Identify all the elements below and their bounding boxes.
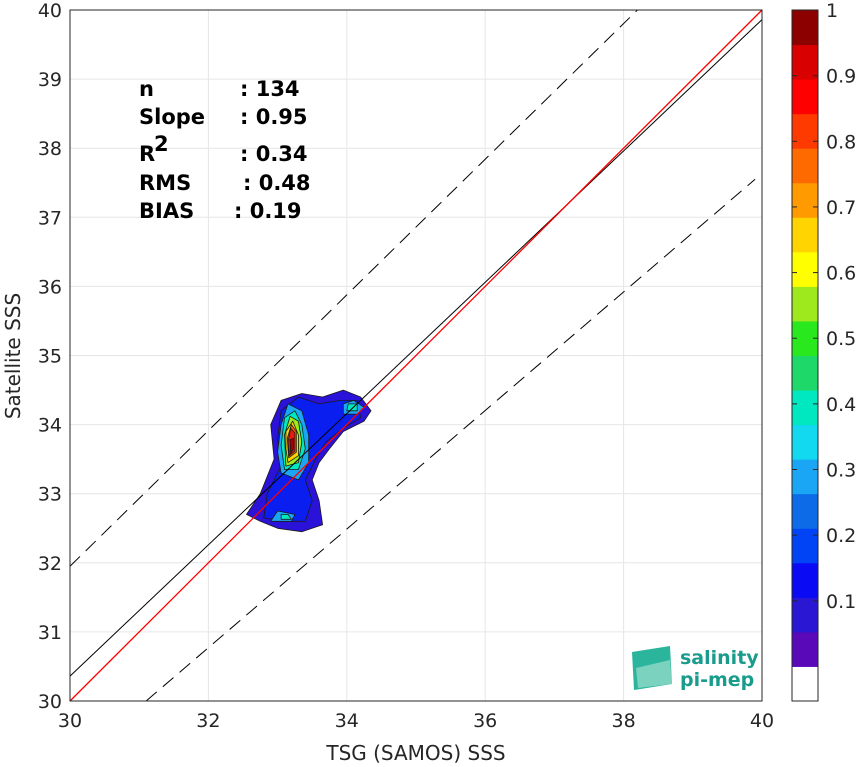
reference-lines: [69, 9, 763, 702]
colorbar-band-12: [792, 251, 818, 287]
colorbar-tick-2: 0.3: [826, 460, 856, 482]
stat-value-4: : 0.19: [234, 199, 302, 223]
colorbar-tick-7: 0.8: [826, 131, 856, 153]
contour-level-12: [280, 514, 292, 520]
colorbar-band-11: [792, 286, 818, 322]
colorbar-frame: [791, 9, 819, 702]
salinity-pi-mep-logo: salinity pi-mep: [632, 646, 759, 691]
logo-icon-layer: [636, 660, 672, 688]
x-tick-3: 36: [473, 710, 497, 732]
colorbar-band-15: [792, 148, 818, 184]
stat-label-2: R: [139, 142, 155, 166]
colorbar-tick-6: 0.7: [826, 197, 856, 219]
colorbar-band-18: [792, 44, 818, 80]
colorbar-band-1: [792, 631, 818, 667]
colorbar-band-8: [792, 390, 818, 426]
colorbar-band-16: [792, 113, 818, 149]
colorbar-tick-5: 0.6: [826, 263, 856, 285]
colorbar-band-5: [792, 493, 818, 529]
colorbar-band-0: [792, 666, 818, 702]
stat-label-0: n: [139, 77, 154, 101]
stat-label-3: RMS: [139, 171, 191, 195]
stat-value-2: : 0.34: [240, 142, 308, 166]
colorbar-tick-4: 0.5: [826, 328, 856, 350]
y-tick-10: 40: [38, 0, 62, 22]
upper-bound-line: [69, 9, 638, 567]
colorbar-tick-0: 0.1: [826, 591, 856, 613]
y-tick-2: 32: [38, 553, 62, 575]
colorbar-band-7: [792, 424, 818, 460]
colorbar-band-14: [792, 182, 818, 218]
contour-level-8: [289, 437, 294, 455]
colorbar-band-9: [792, 355, 818, 391]
colorbar-tick-8: 0.9: [826, 66, 856, 88]
y-tick-5: 35: [38, 346, 62, 368]
x-tick-labels: 30 32 34 36 38 40: [58, 710, 774, 732]
colorbar-band-17: [792, 79, 818, 115]
stat-value-0: : 134: [240, 77, 300, 101]
stats-box: n : 134 Slope : 0.95 R2 : 0.34 RMS : 0.48 BIAS : …: [139, 77, 311, 223]
y-tick-8: 38: [38, 138, 62, 160]
y-tick-labels: 30 31 32 33 34 35 36 37 38 39 40: [38, 0, 62, 713]
colorbar: 0.1 0.2 0.3 0.4 0.5 0.6 0.7 0.8 0.9 1: [791, 0, 856, 702]
x-tick-4: 38: [612, 710, 636, 732]
colorbar-band-6: [792, 459, 818, 495]
identity-line: [69, 9, 763, 702]
plot-frame: [69, 9, 763, 702]
regression-line: [69, 19, 763, 677]
x-tick-1: 32: [196, 710, 220, 732]
stat-label-4: BIAS: [139, 199, 194, 223]
colorbar-tick-9: 1: [826, 0, 838, 22]
colorbar-tick-1: 0.2: [826, 525, 856, 547]
colorbar-tick-3: 0.4: [826, 394, 856, 416]
y-tick-0: 30: [38, 691, 62, 713]
logo-line2: pi-mep: [680, 669, 754, 691]
colorbar-band-4: [792, 528, 818, 564]
stat-value-1: : 0.95: [240, 105, 308, 129]
colorbar-band-13: [792, 217, 818, 253]
colorbar-band-19: [792, 10, 818, 46]
stat-value-3: : 0.48: [243, 171, 311, 195]
x-tick-2: 34: [335, 710, 359, 732]
stat-label-1: Slope: [139, 105, 205, 129]
colorbar-band-3: [792, 562, 818, 598]
y-tick-3: 33: [38, 484, 62, 506]
y-tick-1: 31: [38, 622, 62, 644]
stat-label-sup-2: 2: [154, 132, 169, 156]
y-tick-6: 36: [38, 276, 62, 298]
x-axis-label: TSG (SAMOS) SSS: [325, 741, 505, 765]
colorbar-band-2: [792, 597, 818, 633]
x-tick-5: 40: [750, 710, 774, 732]
y-tick-9: 39: [38, 69, 62, 91]
logo-line1: salinity: [680, 647, 759, 669]
lower-bound-line: [145, 178, 756, 702]
y-tick-4: 34: [38, 415, 62, 437]
density-contours: [246, 389, 372, 533]
y-tick-7: 37: [38, 207, 62, 229]
y-axis-label: Satellite SSS: [1, 293, 25, 419]
x-tick-0: 30: [58, 710, 82, 732]
